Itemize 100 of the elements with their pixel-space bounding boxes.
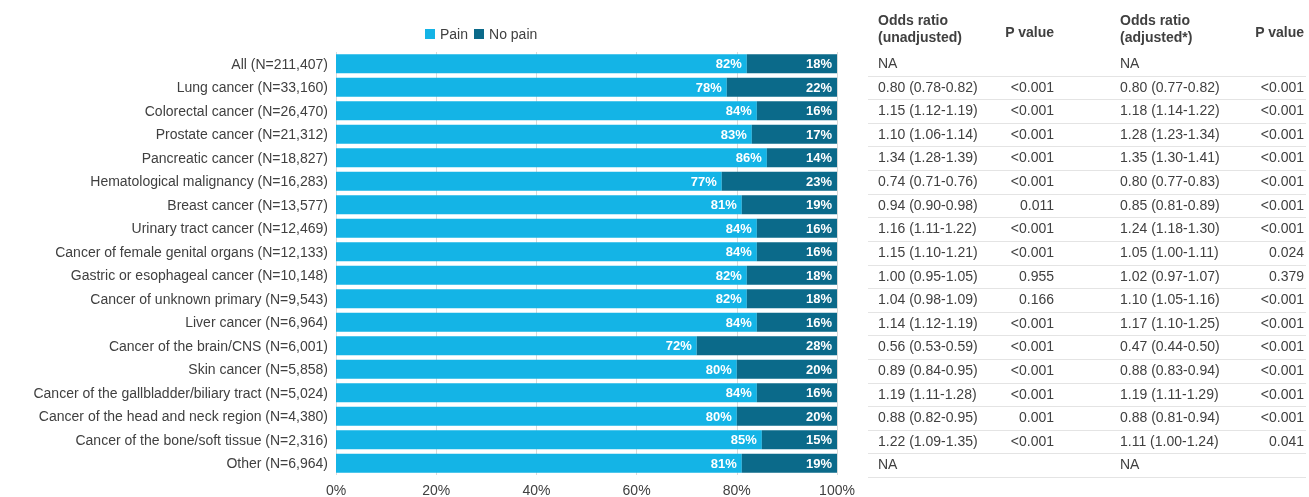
data-label: 18% [805,56,833,72]
bar [756,312,837,332]
data-label: 16% [805,385,833,401]
x-tick-label: 60% [622,482,651,497]
y-tick-label: Gastric or esophageal cancer (N=10,148) [70,267,328,284]
data-label: 16% [805,103,833,119]
data-label: 84% [725,103,753,119]
text: <0.001 [1010,78,1054,95]
text: 1.17 (1.10-1.25) [1120,314,1220,331]
bar [336,101,757,121]
text: 0.011 [1020,196,1054,213]
text: 1.22 (1.09-1.35) [878,432,978,449]
data-label: 17% [805,126,833,142]
text: 1.14 (1.12-1.19) [878,314,978,331]
legend-label: Pain [440,26,469,42]
text: 1.28 (1.23-1.34) [1120,125,1220,142]
data-label: 86% [735,150,763,166]
data-label: 23% [805,173,833,189]
text: Odds ratio (unadjusted) [878,12,963,46]
text: <0.001 [1260,291,1304,308]
data-label: 72% [665,338,693,354]
text: 0.47 (0.44-0.50) [1120,338,1220,355]
text: <0.001 [1010,432,1054,449]
y-tick-label: Pancreatic cancer (N=18,827) [141,149,328,166]
bar [336,171,722,191]
y-tick-label: Cancer of unknown primary (N=9,543) [90,290,328,307]
text: 0.85 (0.81-0.89) [1120,196,1220,213]
bar [336,195,742,215]
text: 1.15 (1.10-1.21) [878,243,978,260]
bar [336,289,747,309]
text: <0.001 [1260,149,1304,166]
text: 0.80 (0.77-0.82) [1120,78,1220,95]
bar [746,289,837,309]
bar [336,312,757,332]
data-label: 84% [725,385,753,401]
bar [721,171,837,191]
text: <0.001 [1260,314,1304,331]
y-tick-label: Prostate cancer (N=21,312) [155,126,328,143]
x-tick-label: 80% [722,482,751,497]
text: 1.10 (1.06-1.14) [878,125,978,142]
bar [336,453,742,473]
y-tick-label: Breast cancer (N=13,577) [167,196,328,213]
bar [336,406,737,426]
data-label: 19% [805,197,833,213]
text: 1.11 (1.00-1.24) [1120,432,1219,449]
data-label: 85% [730,432,758,448]
bar [336,218,757,238]
text: 0.94 (0.90-0.98) [878,196,978,213]
legend-label: No pain [489,26,538,42]
data-label: 83% [720,126,748,142]
data-label: 19% [805,455,833,471]
data-label: 81% [710,197,738,213]
bar [696,336,837,356]
text: 1.19 (1.11-1.29) [1120,385,1219,402]
text: 0.89 (0.84-0.95) [878,361,978,378]
text: NA [878,456,898,473]
text: 0.379 [1268,267,1304,284]
bar [336,336,697,356]
bar [336,430,762,450]
bar [756,101,837,121]
data-label: 16% [805,314,833,330]
bar [736,406,837,426]
text: 1.16 (1.11-1.22) [878,220,977,237]
text: <0.001 [1010,243,1054,260]
data-label: 16% [805,220,833,236]
y-tick-label: Urinary tract cancer (N=12,469) [131,220,328,237]
data-label: 22% [805,79,833,95]
text: 1.05 (1.00-1.11) [1120,243,1219,260]
text: <0.001 [1260,385,1304,402]
y-tick-label: All (N=211,407) [231,55,328,72]
text: <0.001 [1260,196,1304,213]
bar [741,195,837,215]
bar [741,453,837,473]
text: NA [1120,456,1140,473]
text: 1.15 (1.12-1.19) [878,102,978,119]
bar [336,242,757,262]
data-label: 18% [805,291,833,307]
data-label: 14% [805,150,833,166]
bar [736,359,837,379]
text: <0.001 [1260,338,1304,355]
x-tick-label: 100% [819,482,855,497]
bar [726,77,837,97]
text: 1.35 (1.30-1.41) [1120,149,1220,166]
data-label: 82% [715,267,743,283]
text: 1.18 (1.14-1.22) [1120,102,1220,119]
text: 0.56 (0.53-0.59) [878,338,978,355]
y-tick-label: Cancer of the head and neck region (N=4,380) [38,408,328,425]
text: NA [1120,55,1140,71]
data-label: 28% [805,338,833,354]
bar [336,148,767,168]
y-tick-label: Skin cancer (N=5,858) [188,361,328,378]
text: 0.166 [1018,291,1054,308]
bar [751,124,837,144]
bar [746,265,837,285]
y-tick-label: Colorectal cancer (N=26,470) [144,102,328,119]
text: 1.34 (1.28-1.39) [878,149,978,166]
text: <0.001 [1260,173,1304,190]
data-label: 16% [805,244,833,260]
data-label: 82% [715,56,743,72]
data-label: 18% [805,267,833,283]
